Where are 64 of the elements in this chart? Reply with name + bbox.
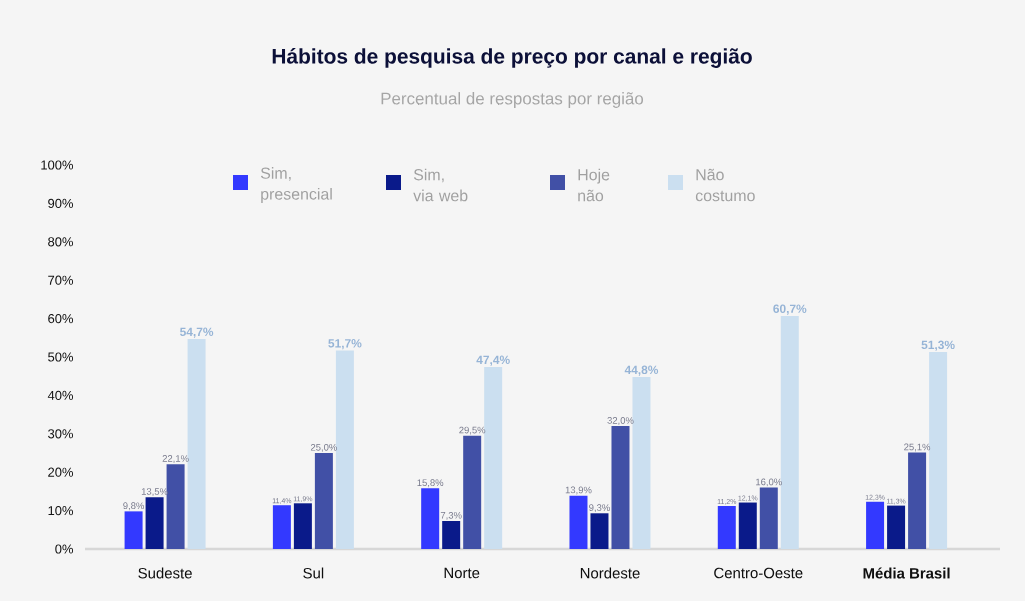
data-label: 25,0% — [310, 443, 337, 452]
x-tick-label: Média Brasil — [863, 567, 950, 579]
bar — [442, 520, 461, 549]
bar — [780, 315, 799, 549]
data-label: 51,3% — [921, 340, 955, 351]
data-label: 9,3% — [589, 504, 610, 513]
bar — [866, 501, 885, 549]
bar — [166, 464, 185, 549]
x-tick-label: Sudeste — [138, 567, 192, 579]
chart-subtitle: Percentual de respostas por região — [381, 92, 644, 108]
data-label: 51,7% — [328, 339, 362, 350]
data-label: 15,8% — [417, 479, 444, 488]
bar — [421, 488, 440, 549]
bar — [929, 352, 948, 549]
bar — [314, 453, 333, 549]
bar — [717, 505, 736, 549]
data-label: 44,8% — [624, 365, 659, 376]
data-label: 22,1% — [162, 455, 189, 463]
bar — [124, 511, 143, 549]
bar — [463, 435, 482, 549]
y-tick-label: 70% — [48, 275, 74, 285]
y-tick-label: 10% — [48, 506, 74, 516]
bar — [738, 502, 757, 549]
data-label: 60,7% — [773, 304, 807, 315]
data-label: 9,8% — [123, 502, 145, 511]
y-tick-label: 30% — [48, 429, 74, 439]
bar — [272, 505, 291, 549]
x-tick-label: Sul — [303, 567, 324, 579]
bar — [759, 487, 778, 549]
data-label: 16,0% — [756, 478, 782, 487]
legend-label: Sim, presencial — [260, 167, 332, 203]
y-tick-label: 100% — [41, 160, 74, 170]
x-tick-label: Centro-Oeste — [714, 567, 803, 579]
chart-title: Hábitos de pesquisa de preço por canal e região — [272, 48, 752, 68]
y-tick-label: 60% — [48, 314, 74, 324]
y-tick-label: 80% — [48, 237, 74, 247]
y-tick-label: 0% — [55, 544, 74, 554]
legend-label: Hoje não — [578, 168, 610, 202]
bar — [484, 366, 503, 549]
data-label: 47,4% — [476, 355, 510, 366]
data-label: 13,9% — [565, 486, 592, 495]
bar — [611, 426, 630, 549]
data-label: 7,3% — [440, 511, 462, 520]
bar — [632, 376, 651, 549]
bar — [887, 505, 906, 549]
x-tick-label: Nordeste — [580, 567, 640, 579]
data-label: 29,5% — [459, 426, 486, 435]
legend-label: Sim, via web — [413, 168, 468, 202]
bar — [187, 338, 206, 549]
data-label: 25,1% — [904, 443, 931, 452]
x-tick-label: Norte — [444, 567, 480, 579]
bar — [569, 495, 588, 549]
y-tick-label: 40% — [47, 390, 74, 400]
y-tick-label: 20% — [48, 467, 74, 477]
bar — [908, 452, 927, 549]
bar — [590, 513, 609, 549]
data-label: 32,0% — [607, 417, 634, 425]
data-label: 54,7% — [180, 327, 214, 338]
bar — [335, 350, 354, 549]
bar — [293, 503, 312, 549]
bar — [145, 497, 164, 549]
y-tick-label: 50% — [48, 352, 74, 362]
legend-label: Não costumo — [695, 168, 755, 202]
y-tick-label: 90% — [48, 198, 74, 208]
